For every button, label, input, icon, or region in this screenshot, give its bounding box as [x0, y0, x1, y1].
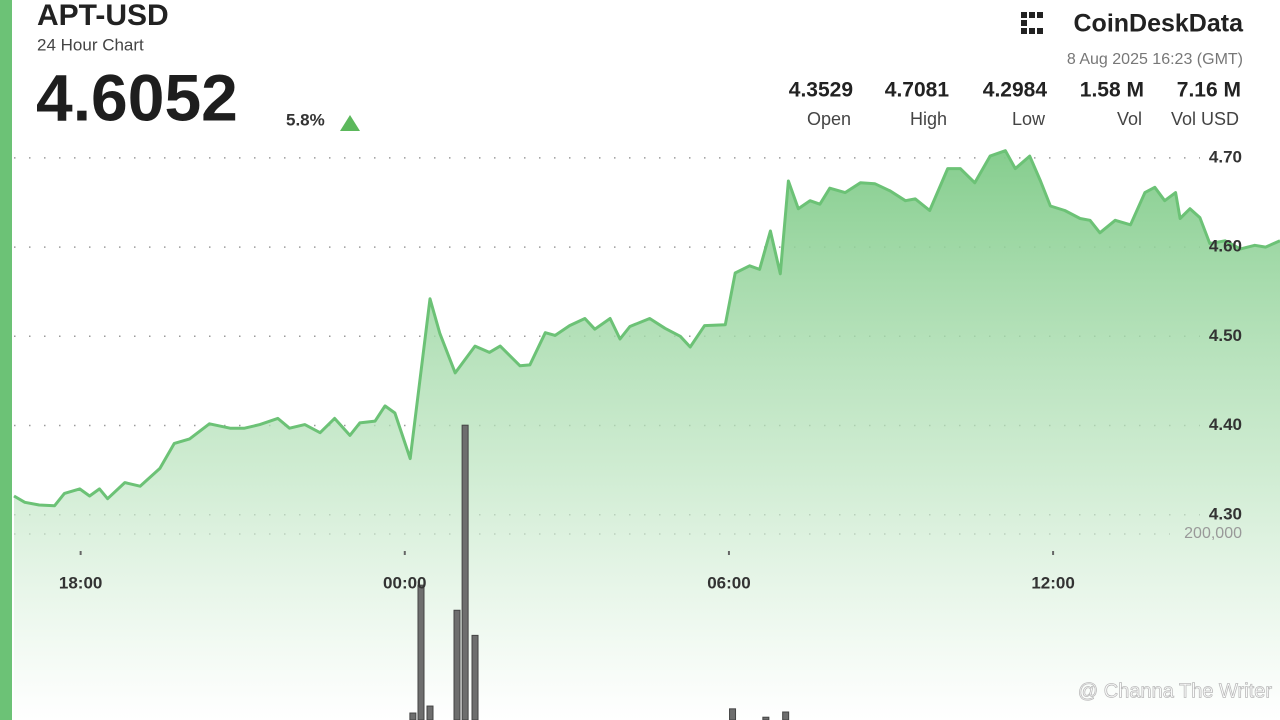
- area: [14, 150, 1280, 720]
- price-line: [13, 149, 1280, 508]
- chart-title: APT-USD: [37, 0, 169, 32]
- x-tick-label: 12:00: [1031, 573, 1074, 592]
- stat-label: Low: [1012, 109, 1046, 129]
- stats: 4.3529 Open 4.7081 High 4.2984 Low 1.58 M Vol 7.…: [789, 79, 1241, 129]
- up-arrow: [340, 115, 360, 131]
- plot-area: [13, 149, 1280, 720]
- stat-value: 4.2984: [983, 79, 1048, 102]
- volume-bar: [426, 705, 434, 720]
- stat-value: 4.3529: [789, 79, 853, 102]
- y-tick-label: 4.60: [1209, 237, 1242, 256]
- x-tick-label: 18:00: [59, 573, 102, 592]
- change: 5.8%: [286, 110, 325, 129]
- x-tick-label: 00:00: [383, 573, 426, 592]
- volume-bar: [782, 711, 790, 720]
- y-tick-label: 4.30: [1209, 504, 1242, 523]
- timestamp: 8 Aug 2025 16:23 (GMT): [1067, 51, 1243, 68]
- subtitle: 24 Hour Chart: [37, 35, 144, 54]
- volume-bar: [471, 634, 479, 720]
- stat-value: 4.7081: [885, 79, 950, 102]
- volume-bar: [409, 712, 417, 720]
- y-tick-label: 4.50: [1209, 326, 1242, 345]
- stat-value: 7.16 M: [1177, 79, 1241, 102]
- stat-label: Vol: [1117, 109, 1142, 129]
- x-tick-label: 06:00: [707, 573, 750, 592]
- watermark: @ Channa The Writer: [1078, 680, 1272, 702]
- stat-label: High: [910, 109, 947, 129]
- volume-bar: [453, 609, 461, 720]
- price: 4.6052: [36, 60, 238, 134]
- volume-bar: [762, 716, 770, 720]
- stat-label: Open: [807, 109, 851, 129]
- y2-tick-label: 200,000: [1184, 525, 1242, 542]
- side-bar: [0, 0, 12, 720]
- volume-bar: [461, 424, 469, 720]
- brand: CoinDeskData: [1074, 10, 1245, 38]
- y-tick-label: 4.40: [1209, 415, 1242, 434]
- y-tick-label: 4.70: [1209, 147, 1242, 166]
- stat-value: 1.58 M: [1080, 79, 1144, 102]
- volume-bar: [729, 708, 737, 720]
- volume-bar: [417, 584, 425, 720]
- logo-icon: [1021, 12, 1043, 34]
- stat-label: Vol USD: [1171, 109, 1239, 129]
